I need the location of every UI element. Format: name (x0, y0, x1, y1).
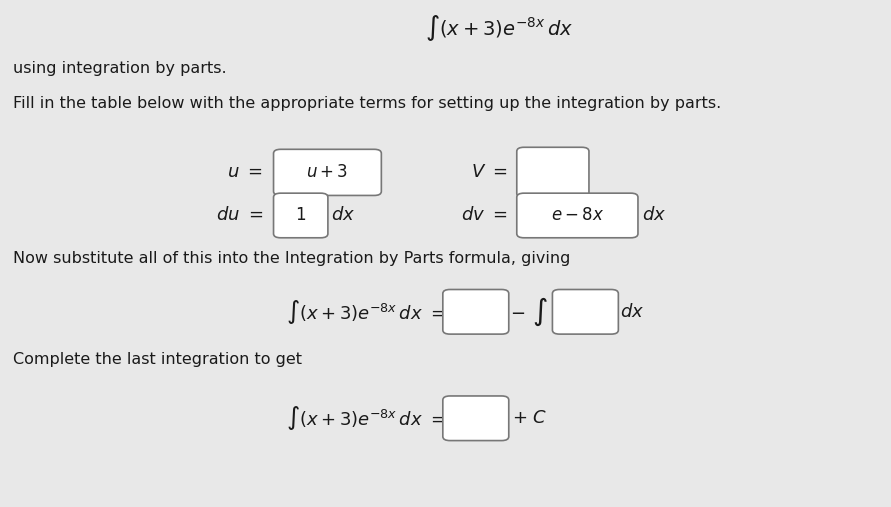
Text: $dx$: $dx$ (331, 206, 356, 225)
Text: $dx$: $dx$ (642, 206, 666, 225)
FancyBboxPatch shape (443, 289, 509, 334)
FancyBboxPatch shape (552, 289, 618, 334)
Text: Now substitute all of this into the Integration by Parts formula, giving: Now substitute all of this into the Inte… (13, 251, 571, 266)
Text: $1$: $1$ (295, 206, 307, 225)
Text: $\int (x+3)e^{-8x}\, dx$: $\int (x+3)e^{-8x}\, dx$ (425, 13, 573, 43)
Text: using integration by parts.: using integration by parts. (13, 61, 227, 76)
FancyBboxPatch shape (517, 193, 638, 238)
Text: $\int (x+3)e^{-8x}\, dx\ =$: $\int (x+3)e^{-8x}\, dx\ =$ (286, 404, 446, 432)
Text: $u\ =$: $u\ =$ (227, 163, 263, 182)
Text: $e-8x$: $e-8x$ (551, 206, 604, 225)
Text: Fill in the table below with the appropriate terms for setting up the integratio: Fill in the table below with the appropr… (13, 96, 722, 112)
Text: $+\ C$: $+\ C$ (512, 409, 548, 427)
Text: $\int (x+3)e^{-8x}\, dx\ =$: $\int (x+3)e^{-8x}\, dx\ =$ (286, 298, 446, 326)
Text: $dx$: $dx$ (620, 303, 644, 321)
Text: $V\ =$: $V\ =$ (471, 163, 508, 182)
Text: Complete the last integration to get: Complete the last integration to get (13, 352, 302, 368)
FancyBboxPatch shape (443, 396, 509, 441)
FancyBboxPatch shape (517, 147, 589, 197)
Text: $\int$: $\int$ (532, 296, 548, 328)
Text: $du\ =$: $du\ =$ (216, 206, 263, 225)
FancyBboxPatch shape (274, 149, 381, 195)
Text: $dv\ =$: $dv\ =$ (462, 206, 508, 225)
FancyBboxPatch shape (274, 193, 328, 238)
Text: $-$: $-$ (511, 303, 525, 321)
Text: $u+3$: $u+3$ (307, 163, 348, 182)
